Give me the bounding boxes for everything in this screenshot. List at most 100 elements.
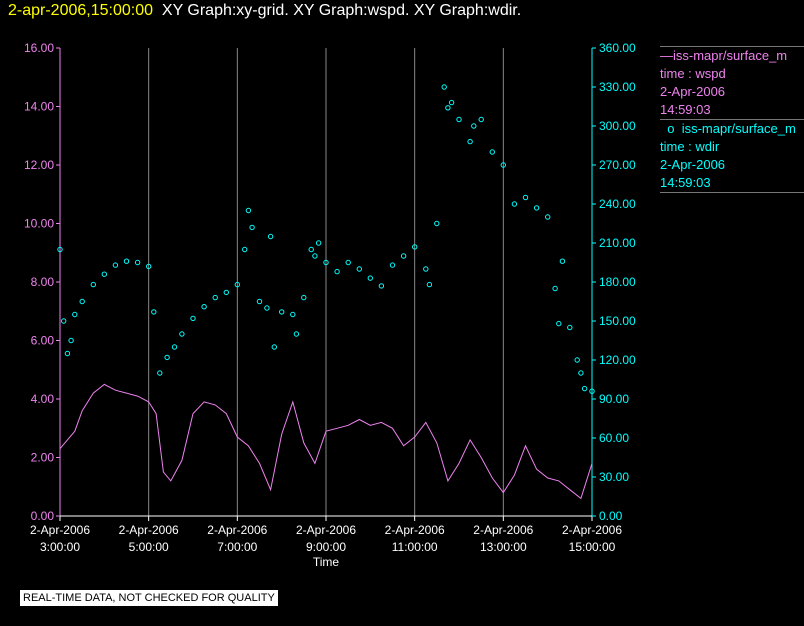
- y-left-tick-label: 6.00: [31, 334, 55, 348]
- y-right-tick-label: 300.00: [599, 119, 636, 133]
- wdir-point: [445, 105, 451, 111]
- wdir-point: [367, 275, 373, 281]
- wdir-point: [256, 298, 263, 305]
- wdir-point: [589, 388, 595, 394]
- wdir-point: [101, 271, 108, 277]
- legend-date-wdir: 2-Apr-2006: [660, 157, 726, 172]
- wdir-point: [412, 244, 418, 250]
- legend-date-wspd: 2-Apr-2006: [660, 84, 726, 99]
- series-wspd-line: [59, 383, 593, 500]
- legend-field-wspd: time : wspd: [660, 66, 726, 81]
- y-left-tick-label: 16.00: [24, 41, 54, 55]
- wdir-point: [478, 116, 484, 123]
- x-tick-date: 2-Apr-2006: [385, 523, 445, 537]
- wdir-point: [567, 324, 573, 331]
- wdir-point: [559, 258, 566, 264]
- legend-time-wspd: 14:59:03: [660, 102, 711, 117]
- wdir-point: [423, 266, 429, 272]
- series-wdir-points: [57, 84, 595, 394]
- wdir-point: [533, 205, 540, 211]
- legend-separator: [660, 192, 804, 193]
- wdir-point: [72, 311, 78, 318]
- y-right-tick-label: 360.00: [599, 41, 636, 55]
- wdir-point: [64, 350, 71, 357]
- x-tick-time: 7:00:00: [217, 540, 257, 554]
- legend-series-name: iss-mapr/surface_m: [673, 48, 788, 63]
- wdir-point: [489, 149, 495, 155]
- wdir-point: [112, 262, 119, 268]
- wdir-point: [308, 246, 314, 253]
- wdir-point: [123, 258, 130, 264]
- y-left-tick-label: 8.00: [31, 275, 55, 289]
- wdir-point: [201, 304, 207, 310]
- legend-entry-wspd: —iss-mapr/surface_m: [660, 47, 804, 65]
- wdir-point: [500, 162, 506, 168]
- legend-field-wdir: time : wdir: [660, 139, 720, 154]
- x-axis-label: Time: [313, 555, 340, 569]
- x-tick-time: 3:00:00: [40, 540, 80, 554]
- y-right-tick-label: 270.00: [599, 158, 636, 172]
- wdir-point: [552, 285, 558, 292]
- wdir-point: [264, 305, 270, 311]
- wdir-point: [279, 309, 285, 315]
- legend-separator: [660, 46, 804, 47]
- wdir-point: [179, 331, 185, 337]
- wdir-point: [511, 201, 518, 207]
- wdir-point: [467, 138, 473, 145]
- wdir-point: [90, 281, 97, 288]
- y-left-tick-label: 10.00: [24, 217, 54, 231]
- y-right-tick-label: 120.00: [599, 353, 636, 367]
- legend-entry-wdir: o iss-mapr/surface_m: [660, 120, 804, 138]
- header-timestamp: 2-apr-2006,15:00:00: [8, 2, 153, 19]
- wdir-point: [345, 259, 351, 266]
- wdir-point: [471, 123, 477, 129]
- x-tick-time: 9:00:00: [306, 540, 346, 554]
- wdir-point: [61, 318, 67, 324]
- x-tick-date: 2-Apr-2006: [30, 523, 90, 537]
- legend-series-name: iss-mapr/surface_m: [681, 121, 796, 136]
- wdir-point: [556, 320, 562, 327]
- x-tick-time: 15:00:00: [569, 540, 616, 554]
- wdir-point: [157, 370, 163, 376]
- y-right-tick-label: 180.00: [599, 275, 636, 289]
- x-tick-date: 2-Apr-2006: [562, 523, 622, 537]
- wdir-point: [242, 246, 248, 253]
- x-tick-time: 5:00:00: [129, 540, 169, 554]
- x-tick-time: 13:00:00: [480, 540, 527, 554]
- wdir-point: [245, 207, 252, 214]
- wdir-point: [456, 116, 462, 123]
- wdir-point: [79, 298, 85, 305]
- y-right-tick-label: 150.00: [599, 314, 636, 328]
- wdir-point: [164, 354, 170, 361]
- y-right-tick-label: 0.00: [599, 509, 623, 523]
- wdir-point: [334, 268, 340, 275]
- wdir-point: [212, 294, 218, 301]
- wdir-point: [301, 294, 307, 301]
- wdir-point: [190, 315, 196, 322]
- y-right-tick-label: 90.00: [599, 392, 629, 406]
- wdir-point: [434, 220, 440, 227]
- x-tick-date: 2-Apr-2006: [207, 523, 267, 537]
- wdir-point: [223, 289, 230, 296]
- wdir-point: [356, 266, 362, 272]
- x-tick-date: 2-Apr-2006: [119, 523, 179, 537]
- wdir-point: [249, 224, 255, 231]
- x-tick-date: 2-Apr-2006: [473, 523, 533, 537]
- y-left-tick-label: 0.00: [31, 509, 55, 523]
- wdir-point: [578, 370, 584, 376]
- wdir-point: [574, 357, 580, 363]
- y-right-tick-label: 240.00: [599, 197, 636, 211]
- wdir-point: [448, 99, 455, 106]
- wdir-point: [389, 262, 396, 268]
- legend-line-marker: —: [660, 48, 673, 63]
- wdir-point: [290, 311, 296, 318]
- wdir-point: [522, 194, 529, 201]
- chart-legend: —iss-mapr/surface_m time : wspd 2-Apr-20…: [660, 46, 804, 193]
- quality-disclaimer: REAL-TIME DATA, NOT CHECKED FOR QUALITY: [20, 590, 278, 606]
- x-tick-date: 2-Apr-2006: [296, 523, 356, 537]
- y-left-tick-label: 14.00: [24, 100, 54, 114]
- wdir-point: [441, 84, 447, 90]
- y-right-tick-label: 60.00: [599, 431, 629, 445]
- wdir-point: [315, 240, 322, 246]
